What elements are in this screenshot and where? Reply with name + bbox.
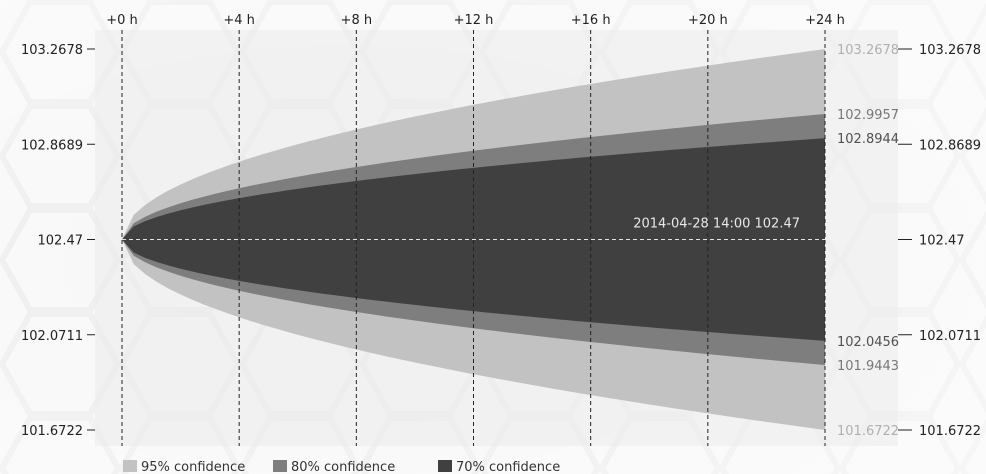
legend-label-1: 95% confidence (141, 460, 245, 474)
grid-layer (121, 30, 826, 446)
band-1-upper-label: 103.2678 (837, 43, 899, 58)
x-tick-label-5: +20 h (688, 13, 728, 28)
axis-layer: +0 h +4 h +8 h +12 h +16 h +20 h +24 h 101.6722… (21, 13, 981, 439)
y-tick-label-right-2: 102.47 (919, 234, 965, 249)
x-tick-label-6: +24 h (805, 13, 845, 28)
x-tick-label-4: +16 h (571, 13, 611, 28)
x-tick-label-0: +0 h (106, 13, 138, 28)
y-tick-label-left-3: 102.8689 (21, 138, 83, 153)
y-tick-label-right-1: 102.0711 (919, 329, 981, 344)
x-tick-label-1: +4 h (223, 13, 255, 28)
legend: 95% confidence 80% confidence 70% confiden… (123, 460, 560, 474)
legend-swatch-1 (123, 460, 137, 472)
y-tick-label-right-3: 102.8689 (919, 138, 981, 153)
center-annotation: 2014-04-28 14:00 102.47 (633, 217, 800, 232)
band-2-lower-label: 101.9443 (837, 359, 899, 374)
legend-swatch-2 (273, 460, 287, 472)
y-tick-label-right-0: 101.6722 (919, 424, 981, 439)
x-tick-label-2: +8 h (341, 13, 373, 28)
legend-label-2: 80% confidence (291, 460, 395, 474)
labels-layer: 103.2678 101.6722 102.9957 101.9443 102.8944… (633, 43, 899, 439)
legend-swatch-3 (438, 460, 452, 472)
legend-label-3: 70% confidence (456, 460, 560, 474)
band-1-lower-label: 101.6722 (837, 424, 899, 439)
x-tick-label-3: +12 h (454, 13, 494, 28)
band-3-upper-label: 102.8944 (837, 132, 899, 147)
band-2-upper-label: 102.9957 (837, 108, 899, 123)
y-tick-label-left-2: 102.47 (38, 234, 84, 249)
band-3-lower-label: 102.0456 (837, 335, 899, 350)
y-tick-label-left-4: 103.2678 (21, 43, 83, 58)
y-tick-label-left-1: 102.0711 (21, 329, 83, 344)
y-tick-label-left-0: 101.6722 (21, 424, 83, 439)
y-tick-label-right-4: 103.2678 (919, 43, 981, 58)
